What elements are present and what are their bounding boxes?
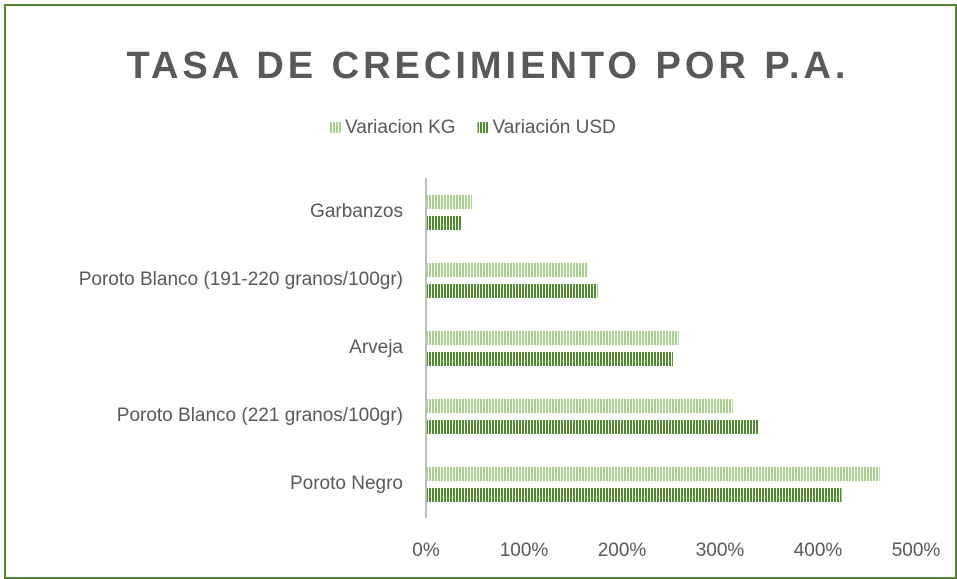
legend-label: Variación USD	[493, 117, 616, 138]
bar	[426, 331, 679, 345]
x-tick-label: 0%	[412, 540, 440, 561]
x-tick-label: 100%	[500, 540, 549, 561]
legend-swatch	[330, 122, 341, 133]
y-tick-label: Poroto Blanco (191-220 granos/100gr)	[79, 269, 403, 290]
x-tick-label: 200%	[598, 540, 647, 561]
bar	[426, 420, 759, 434]
y-tick-label: Garbanzos	[310, 201, 403, 222]
x-tick-label: 500%	[892, 540, 941, 561]
bar	[426, 263, 588, 277]
bar	[426, 399, 733, 413]
bar	[426, 467, 880, 481]
legend-label: Variacion KG	[345, 117, 456, 138]
x-tick-label: 400%	[794, 540, 843, 561]
bar	[426, 352, 673, 366]
y-tick-label: Poroto Blanco (221 granos/100gr)	[117, 405, 403, 426]
bar	[426, 216, 462, 230]
bar	[426, 195, 473, 209]
chart-border	[4, 4, 957, 579]
bar	[426, 488, 842, 502]
chart-title: TASA DE CRECIMIENTO POR P.A.	[127, 45, 850, 87]
y-tick-label: Poroto Negro	[290, 473, 403, 494]
x-tick-label: 300%	[696, 540, 745, 561]
bar	[426, 284, 598, 298]
y-tick-label: Arveja	[349, 337, 403, 358]
legend-swatch	[477, 122, 489, 133]
